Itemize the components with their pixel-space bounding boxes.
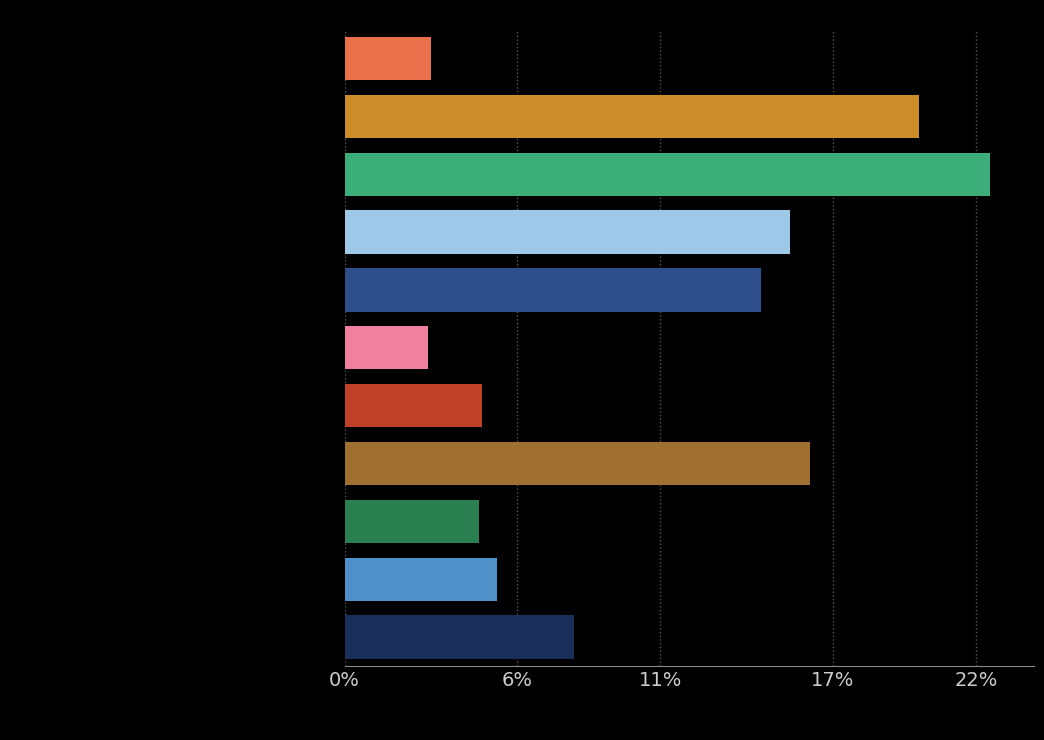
Bar [345, 384, 482, 428]
Bar [345, 326, 428, 369]
Bar [345, 37, 431, 80]
Bar [345, 500, 479, 543]
Bar [345, 616, 574, 659]
Bar [345, 152, 991, 196]
Bar [345, 557, 497, 601]
Bar [345, 210, 789, 254]
Bar [345, 95, 919, 138]
Bar [345, 268, 761, 312]
Bar [345, 442, 810, 485]
